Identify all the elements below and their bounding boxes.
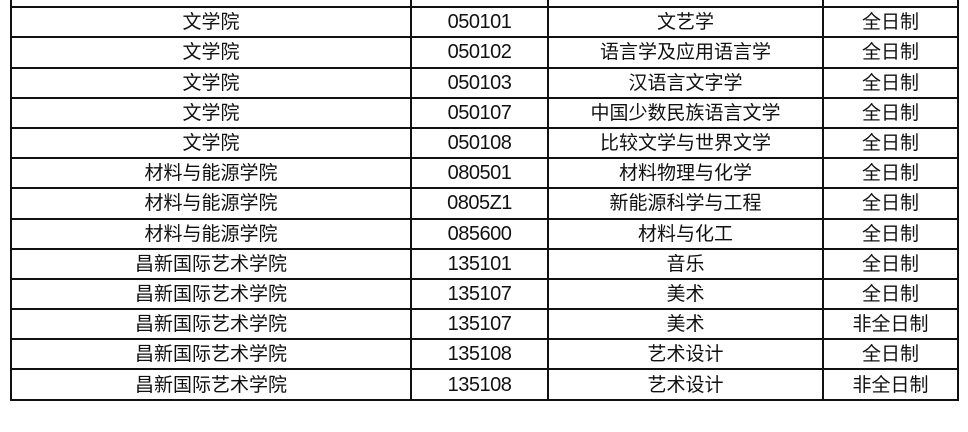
major-cell: 美术 — [547, 277, 824, 311]
mode-cell: 全日制 — [822, 126, 959, 160]
table-row: 文学院 050101 文艺学 全日制 — [10, 6, 959, 39]
table-row: 文学院 050108 比较文学与世界文学 全日制 — [10, 126, 959, 160]
table-row: 文学院 050102 语言学及应用语言学 全日制 — [10, 36, 959, 69]
major-cell: 语言学及应用语言学 — [547, 36, 824, 69]
college-cell: 文学院 — [10, 96, 412, 129]
mode-cell: 全日制 — [822, 338, 959, 371]
major-cell: 汉语言文字学 — [547, 66, 824, 99]
code-cell: 135108 — [410, 338, 549, 371]
code-cell: 135101 — [410, 247, 549, 280]
mode-cell: 全日制 — [822, 6, 959, 39]
table-row: 昌新国际艺术学院 135107 美术 非全日制 — [10, 308, 959, 341]
code-cell: 085600 — [410, 217, 549, 250]
college-cell: 文学院 — [10, 6, 412, 39]
code-cell: 135108 — [410, 368, 549, 401]
college-cell: 昌新国际艺术学院 — [10, 247, 412, 280]
mode-cell: 全日制 — [822, 277, 959, 311]
mode-cell: 全日制 — [822, 36, 959, 69]
college-cell: 文学院 — [10, 126, 412, 160]
major-cell: 美术 — [547, 308, 824, 341]
major-cell: 音乐 — [547, 247, 824, 280]
major-cell: 艺术设计 — [547, 338, 824, 371]
table-row: 昌新国际艺术学院 135107 美术 全日制 — [10, 277, 959, 311]
code-cell: 080501 — [410, 157, 549, 190]
major-cell: 中国少数民族语言文学 — [547, 96, 824, 129]
table-row — [10, 0, 959, 9]
mode-cell: 全日制 — [822, 96, 959, 129]
college-cell: 材料与能源学院 — [10, 157, 412, 190]
programs-table: 文学院 050101 文艺学 全日制 文学院 050102 语言学及应用语言学 全日制 文学院 0… — [10, 0, 959, 401]
college-cell: 文学院 — [10, 36, 412, 69]
mode-cell: 全日制 — [822, 157, 959, 190]
table-row: 昌新国际艺术学院 135101 音乐 全日制 — [10, 247, 959, 280]
major-cell: 艺术设计 — [547, 368, 824, 401]
mode-cell: 全日制 — [822, 217, 959, 250]
college-cell: 昌新国际艺术学院 — [10, 338, 412, 371]
table-row: 材料与能源学院 080501 材料物理与化学 全日制 — [10, 157, 959, 190]
table-row: 材料与能源学院 085600 材料与化工 全日制 — [10, 217, 959, 250]
mode-cell: 全日制 — [822, 187, 959, 220]
major-cell: 新能源科学与工程 — [547, 187, 824, 220]
major-cell — [547, 0, 824, 9]
code-cell: 135107 — [410, 277, 549, 311]
code-cell: 050102 — [410, 36, 549, 69]
major-cell: 材料与化工 — [547, 217, 824, 250]
code-cell: 050103 — [410, 66, 549, 99]
code-cell — [410, 0, 549, 9]
code-cell: 135107 — [410, 308, 549, 341]
college-cell: 昌新国际艺术学院 — [10, 308, 412, 341]
table-row: 昌新国际艺术学院 135108 艺术设计 非全日制 — [10, 368, 959, 401]
mode-cell: 非全日制 — [822, 368, 959, 401]
code-cell: 0805Z1 — [410, 187, 549, 220]
table-row: 文学院 050107 中国少数民族语言文学 全日制 — [10, 96, 959, 129]
college-cell: 材料与能源学院 — [10, 217, 412, 250]
table-row: 材料与能源学院 0805Z1 新能源科学与工程 全日制 — [10, 187, 959, 220]
table-row: 昌新国际艺术学院 135108 艺术设计 全日制 — [10, 338, 959, 371]
college-cell: 材料与能源学院 — [10, 187, 412, 220]
major-cell: 材料物理与化学 — [547, 157, 824, 190]
code-cell: 050101 — [410, 6, 549, 39]
code-cell: 050108 — [410, 126, 549, 160]
mode-cell: 全日制 — [822, 247, 959, 280]
mode-cell — [822, 0, 959, 9]
college-cell: 昌新国际艺术学院 — [10, 277, 412, 311]
code-cell: 050107 — [410, 96, 549, 129]
college-cell: 昌新国际艺术学院 — [10, 368, 412, 401]
college-cell: 文学院 — [10, 66, 412, 99]
mode-cell: 全日制 — [822, 66, 959, 99]
major-cell: 比较文学与世界文学 — [547, 126, 824, 160]
major-cell: 文艺学 — [547, 6, 824, 39]
mode-cell: 非全日制 — [822, 308, 959, 341]
college-cell — [10, 0, 412, 9]
table-row: 文学院 050103 汉语言文字学 全日制 — [10, 66, 959, 99]
